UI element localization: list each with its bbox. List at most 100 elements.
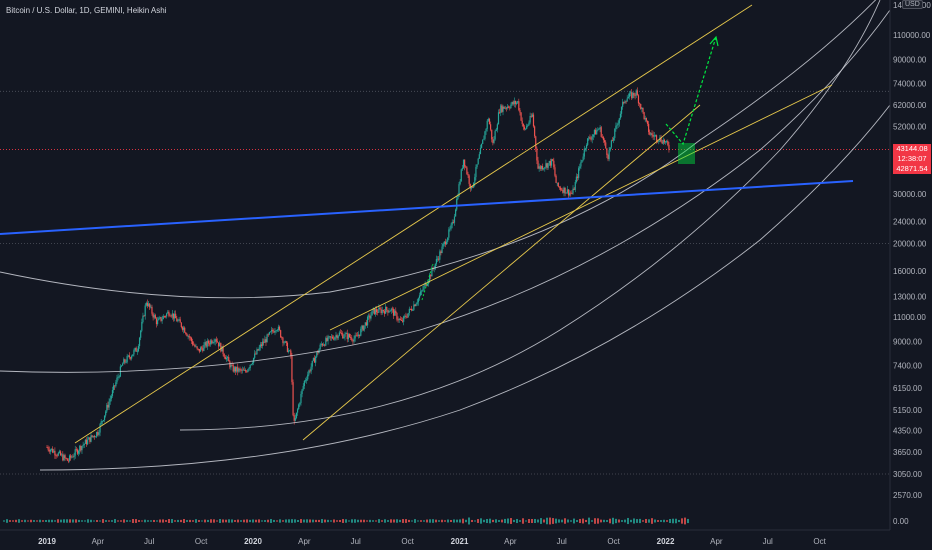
- candle-body: [266, 334, 268, 343]
- candle-body: [500, 105, 502, 113]
- volume-bar: [24, 519, 26, 523]
- candle-body: [609, 147, 611, 151]
- candle-body: [398, 318, 400, 321]
- candle-body: [116, 377, 118, 383]
- candle-body: [66, 458, 68, 461]
- volume-bar: [441, 519, 443, 523]
- candle-body: [273, 331, 275, 333]
- drawings: [0, 0, 891, 471]
- candle-body: [315, 356, 317, 363]
- volume-bar: [570, 520, 572, 522]
- volume-bar: [429, 519, 431, 523]
- candle-body: [190, 337, 193, 342]
- candle-body: [142, 315, 144, 323]
- volume-bar: [675, 518, 677, 524]
- candle-body: [370, 315, 372, 319]
- volume-bar: [105, 520, 107, 522]
- volume-bar: [120, 520, 122, 522]
- candle-body: [348, 334, 351, 338]
- volume-bar: [513, 519, 515, 523]
- candle-body: [459, 181, 461, 185]
- volume-bar: [213, 519, 215, 523]
- volume-bar: [480, 518, 482, 524]
- candle-body: [587, 138, 589, 145]
- candle-body: [385, 306, 387, 314]
- candle-body: [304, 380, 307, 382]
- candle-body: [580, 162, 582, 167]
- candle-body: [631, 92, 633, 99]
- candle-body: [637, 95, 640, 104]
- candle-body: [509, 107, 511, 109]
- candle-body: [169, 315, 171, 317]
- candle-body: [412, 309, 414, 311]
- candle-body: [361, 325, 363, 329]
- x-tick-label: 2021: [451, 537, 469, 546]
- projection-path: [665, 36, 717, 146]
- volume-bar: [72, 519, 74, 523]
- candle-body: [181, 327, 184, 330]
- volume-bar: [282, 520, 284, 522]
- volume-bar: [543, 519, 545, 523]
- volume-bar: [642, 520, 644, 522]
- volume-bar: [339, 519, 341, 523]
- candle-body: [108, 401, 110, 408]
- candle-body: [536, 148, 538, 161]
- volume-bar: [453, 519, 455, 523]
- volume-bar: [417, 520, 419, 522]
- volume-bar: [324, 519, 326, 523]
- candle-body: [162, 316, 164, 320]
- candle-body: [430, 274, 432, 277]
- candle-body: [269, 331, 272, 333]
- candle-body: [220, 343, 222, 352]
- candle-body: [433, 268, 435, 270]
- candle-body: [287, 350, 290, 352]
- candle-body: [224, 356, 226, 360]
- volume-bar: [591, 520, 593, 522]
- candle-body: [490, 124, 492, 130]
- candle-body: [400, 319, 403, 321]
- candle-body: [111, 390, 114, 396]
- candle-body: [444, 241, 447, 245]
- candle-body: [487, 118, 489, 121]
- currency-badge[interactable]: USD: [902, 0, 923, 9]
- candle-body: [583, 148, 585, 157]
- candle-body: [652, 134, 654, 137]
- candle-body: [138, 337, 141, 347]
- candle-body: [619, 113, 622, 119]
- candle-body: [441, 246, 443, 253]
- x-axis[interactable]: 2019 Apr Jul Oct 2020 Apr Jul Oct 2021 Apr Jul Oct 2…: [38, 537, 827, 546]
- volume-bar: [159, 519, 161, 523]
- candle-body: [573, 188, 575, 190]
- volume-bar: [561, 519, 563, 523]
- candle-body: [155, 318, 158, 325]
- trendline-channel: [329, 84, 833, 331]
- candle-body: [426, 283, 428, 286]
- candle-body: [217, 342, 220, 347]
- candle-body: [110, 395, 112, 399]
- volume-bar: [657, 520, 659, 522]
- candle-body: [532, 114, 535, 127]
- candle-body: [618, 118, 620, 124]
- candle-body: [137, 346, 140, 352]
- candle-body: [141, 322, 143, 331]
- volume-bar: [456, 519, 458, 523]
- volume-bar: [276, 520, 278, 522]
- candle-body: [517, 101, 519, 103]
- candle-body: [464, 159, 466, 167]
- volume-bar: [360, 519, 362, 523]
- volume-bar: [210, 519, 212, 523]
- volume-bar: [519, 520, 521, 522]
- candle-body: [89, 437, 91, 442]
- candle-body: [339, 332, 342, 334]
- candle-body: [410, 308, 413, 311]
- candle-body: [54, 450, 56, 456]
- candle-body: [223, 354, 225, 357]
- candle-body: [579, 166, 581, 169]
- chart-title: Bitcoin / U.S. Dollar, 1D, GEMINI, Heiki…: [6, 6, 167, 15]
- volume-bar: [351, 519, 353, 523]
- volume-bar: [294, 519, 296, 523]
- candle-body: [596, 130, 598, 135]
- candle-body: [337, 335, 339, 339]
- candle-body: [510, 104, 512, 108]
